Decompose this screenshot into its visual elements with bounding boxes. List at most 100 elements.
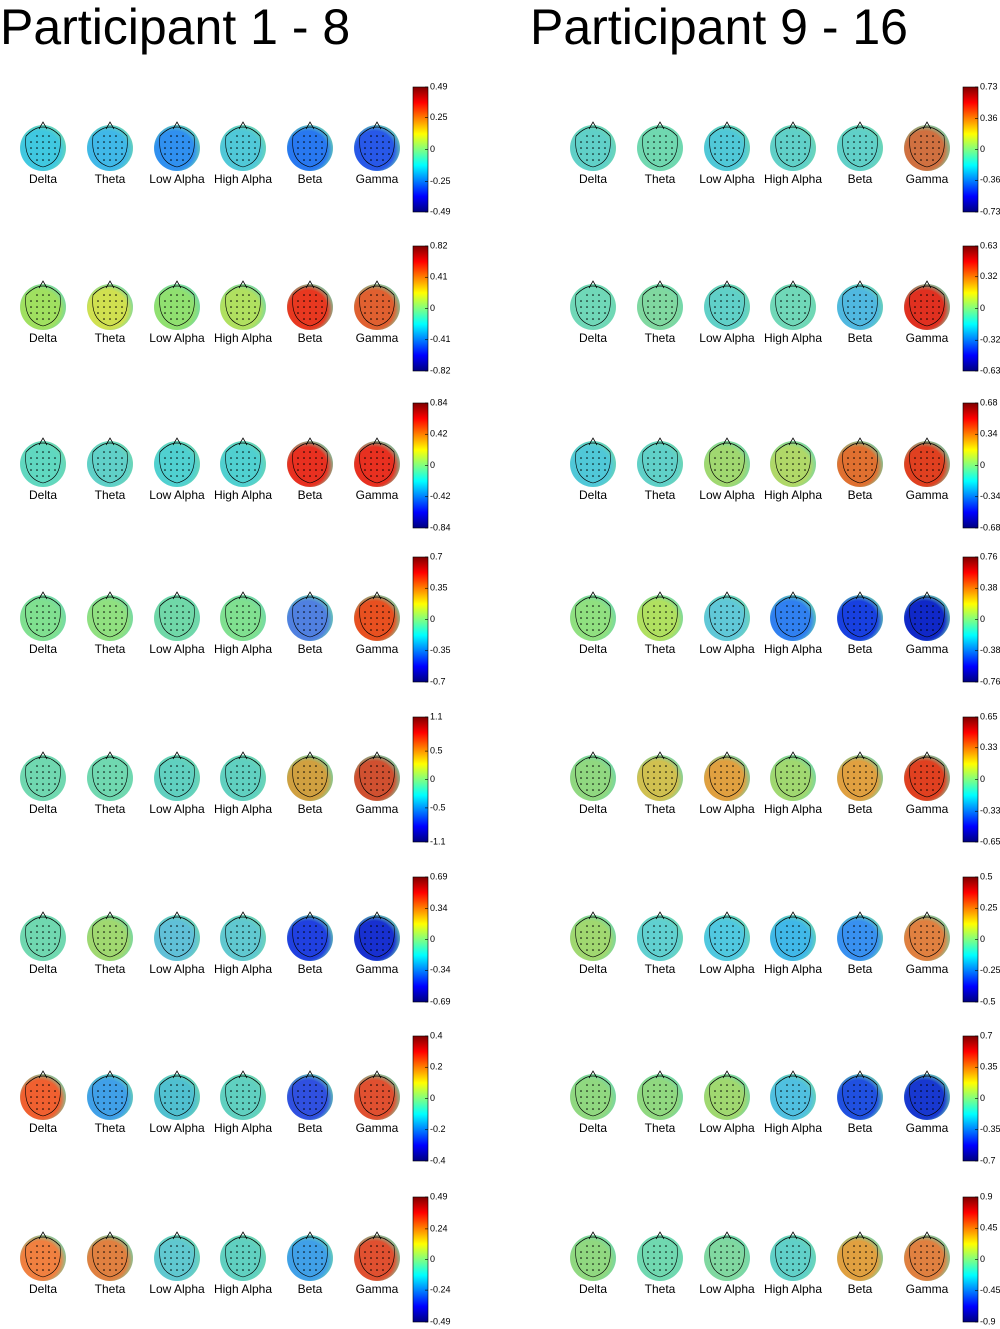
electrode bbox=[115, 1102, 117, 1104]
electrode bbox=[321, 306, 323, 308]
electrode bbox=[309, 1245, 311, 1247]
band-label: Theta bbox=[645, 331, 676, 345]
electrode bbox=[182, 611, 184, 613]
electrode bbox=[865, 783, 867, 785]
electrode bbox=[580, 783, 582, 785]
electrode bbox=[804, 469, 806, 471]
electrode bbox=[920, 771, 922, 773]
electrode bbox=[182, 1096, 184, 1098]
electrode bbox=[938, 469, 940, 471]
electrode bbox=[376, 1090, 378, 1092]
electrode bbox=[920, 451, 922, 453]
electrode bbox=[115, 623, 117, 625]
electrode bbox=[914, 457, 916, 459]
electrode bbox=[792, 611, 794, 613]
electrode bbox=[248, 931, 250, 933]
electrode bbox=[164, 457, 166, 459]
topomap bbox=[287, 591, 333, 641]
electrode bbox=[653, 617, 655, 619]
electrode bbox=[103, 147, 105, 149]
electrode bbox=[732, 457, 734, 459]
electrode bbox=[30, 1090, 32, 1092]
electrode bbox=[30, 300, 32, 302]
electrode bbox=[42, 611, 44, 613]
band-label: Gamma bbox=[906, 802, 949, 816]
electrode bbox=[297, 937, 299, 939]
electrode bbox=[920, 141, 922, 143]
electrode bbox=[303, 318, 305, 320]
electrode bbox=[297, 1102, 299, 1104]
electrode bbox=[920, 294, 922, 296]
electrode bbox=[586, 141, 588, 143]
electrode bbox=[170, 451, 172, 453]
electrode bbox=[865, 925, 867, 927]
electrode bbox=[732, 789, 734, 791]
electrode bbox=[115, 469, 117, 471]
electrode bbox=[121, 312, 123, 314]
electrode bbox=[932, 617, 934, 619]
colorbar-tick-label: 0.68 bbox=[980, 397, 998, 407]
head-outline bbox=[92, 285, 128, 296]
electrode bbox=[188, 1251, 190, 1253]
nose bbox=[38, 751, 48, 760]
electrode bbox=[920, 306, 922, 308]
head-outline bbox=[359, 1075, 395, 1086]
electrode bbox=[109, 135, 111, 137]
electrode bbox=[926, 943, 928, 945]
electrode bbox=[653, 611, 655, 613]
electrode bbox=[598, 925, 600, 927]
electrode bbox=[647, 1263, 649, 1265]
electrode bbox=[592, 925, 594, 927]
electrode bbox=[315, 153, 317, 155]
electrode bbox=[653, 949, 655, 951]
head-contour bbox=[709, 135, 745, 168]
electrode bbox=[364, 771, 366, 773]
electrode bbox=[176, 623, 178, 625]
electrode bbox=[647, 1102, 649, 1104]
head-contour bbox=[909, 1245, 945, 1278]
band-label: Gamma bbox=[356, 1282, 399, 1296]
electrode bbox=[932, 475, 934, 477]
electrode bbox=[103, 931, 105, 933]
electrode bbox=[230, 1257, 232, 1259]
electrode bbox=[598, 300, 600, 302]
electrode bbox=[321, 457, 323, 459]
electrode bbox=[665, 1269, 667, 1271]
electrode bbox=[321, 147, 323, 149]
electrode bbox=[236, 1090, 238, 1092]
electrode bbox=[592, 931, 594, 933]
topomap bbox=[220, 591, 266, 641]
electrode bbox=[665, 1257, 667, 1259]
electrode bbox=[871, 931, 873, 933]
electrode bbox=[659, 617, 661, 619]
electrode bbox=[647, 623, 649, 625]
electrode bbox=[604, 1257, 606, 1259]
nose bbox=[172, 121, 182, 130]
electrode bbox=[586, 623, 588, 625]
electrode bbox=[871, 777, 873, 779]
electrode bbox=[109, 1102, 111, 1104]
electrode bbox=[653, 783, 655, 785]
electrode bbox=[170, 457, 172, 459]
nose bbox=[105, 751, 115, 760]
electrode bbox=[859, 463, 861, 465]
colorbar-tick-label: 0 bbox=[980, 934, 985, 944]
electrode bbox=[586, 135, 588, 137]
topomap bbox=[20, 1231, 66, 1281]
electrode bbox=[370, 623, 372, 625]
electrode bbox=[254, 1102, 256, 1104]
electrode bbox=[321, 153, 323, 155]
electrode bbox=[932, 937, 934, 939]
electrode bbox=[321, 463, 323, 465]
electrode bbox=[42, 451, 44, 453]
electrode bbox=[932, 1084, 934, 1086]
electrode bbox=[586, 1245, 588, 1247]
electrode bbox=[376, 469, 378, 471]
electrode bbox=[714, 1096, 716, 1098]
electrode bbox=[97, 312, 99, 314]
electrode bbox=[659, 1263, 661, 1265]
nose bbox=[655, 911, 665, 920]
band-label: High Alpha bbox=[764, 962, 822, 976]
nose bbox=[305, 911, 315, 920]
electrode bbox=[315, 141, 317, 143]
